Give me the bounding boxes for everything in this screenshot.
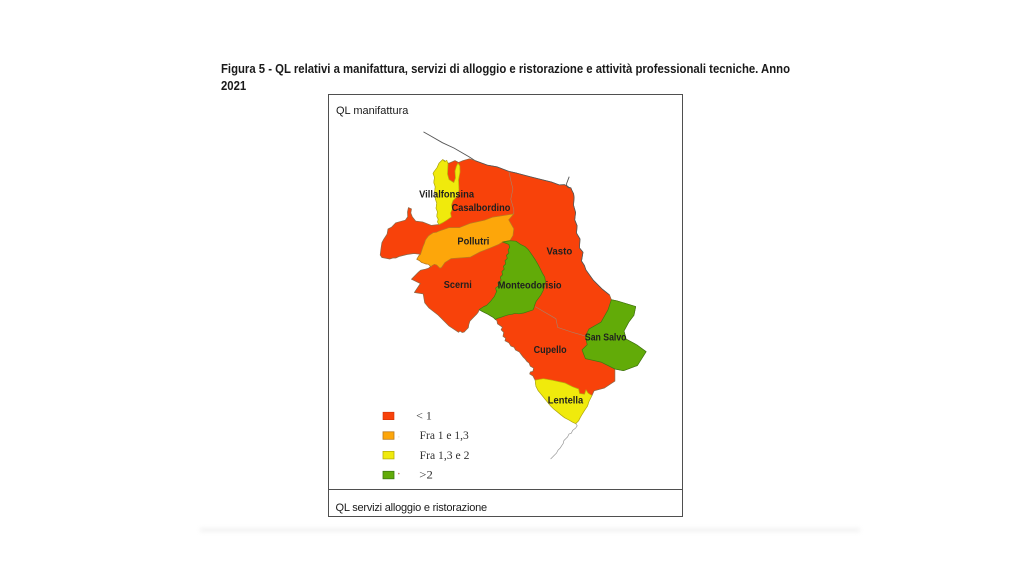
svg-text:Villalfonsina: Villalfonsina <box>419 190 474 201</box>
svg-text:Casalbordino: Casalbordino <box>452 203 511 214</box>
svg-text:Pollutri: Pollutri <box>457 237 489 248</box>
svg-text:Monteodorisio: Monteodorisio <box>498 281 562 292</box>
svg-text:>2: >2 <box>419 468 433 482</box>
svg-text:Lentella: Lentella <box>548 396 584 407</box>
svg-text:Vasto: Vasto <box>547 247 573 258</box>
svg-text:Cupello: Cupello <box>534 345 567 356</box>
svg-text:Fra 1 e 1,3: Fra 1 e 1,3 <box>420 428 469 442</box>
svg-text:< 1: < 1 <box>416 409 432 423</box>
svg-text:Fra 1,3 e 2: Fra 1,3 e 2 <box>420 448 470 462</box>
svg-text:Scerni: Scerni <box>444 280 472 291</box>
svg-text:San Salvo: San Salvo <box>585 333 627 344</box>
